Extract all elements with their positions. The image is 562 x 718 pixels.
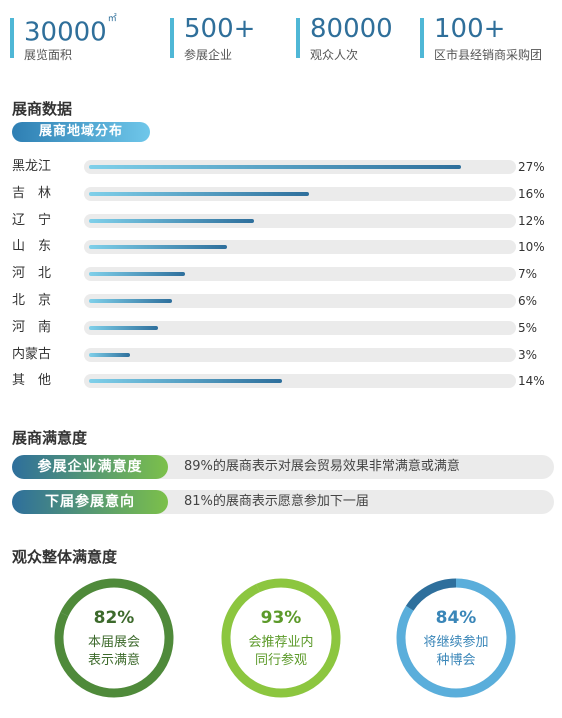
region-name: 山 东 [12, 239, 52, 255]
region-row: 河 南 5% [12, 319, 552, 337]
ring-percent: 82% [93, 608, 135, 628]
region-row: 山 东 10% [12, 238, 552, 256]
region-fill-bar [89, 272, 185, 277]
region-percent: 7% [518, 267, 538, 282]
region-row: 辽 宁 12% [12, 212, 552, 230]
exhibitor-data-title: 展商数据 [12, 100, 73, 118]
stat-divider [10, 18, 14, 58]
region-name: 黑龙江 [12, 159, 52, 174]
stat-label: 参展企业 [184, 48, 233, 62]
region-track [84, 347, 516, 362]
region-percent: 6% [518, 294, 538, 308]
stat-divider [420, 18, 424, 58]
sat-label: 下届参展意向 [12, 490, 168, 514]
ring-progress [54, 578, 174, 698]
region-percent: 16% [518, 186, 545, 201]
region-name: 河 北 [12, 266, 52, 282]
region-row: 黑龙江 27% [12, 158, 552, 176]
region-percent: 10% [518, 240, 545, 255]
stat-value: 80000 [310, 14, 393, 44]
region-track [84, 186, 516, 201]
stat-value: 500+ [184, 14, 256, 44]
satisfaction-title: 展商满意度 [12, 429, 88, 447]
region-row: 内蒙古 3% [12, 346, 552, 364]
region-fill-bar [89, 218, 254, 223]
stat-value: 100+ [434, 14, 506, 44]
region-percent: 3% [518, 347, 538, 362]
region-track [84, 267, 516, 282]
ring-chart [221, 578, 341, 698]
region-name: 辽 宁 [12, 212, 52, 228]
region-row: 河 北 7% [12, 265, 552, 283]
sat-row-enterprise: 参展企业满意度 89%的展商表示对展会贸易效果非常满意或满意 [12, 455, 554, 479]
region-fill-bar [89, 299, 172, 303]
ring-percent: 93% [260, 608, 302, 628]
region-row: 北 京 6% [12, 292, 552, 310]
ring-caption: 本届展会 表示满意 [87, 635, 140, 668]
region-percent: 12% [518, 213, 545, 228]
region-track [84, 160, 516, 174]
region-fill-bar [89, 379, 282, 384]
region-name: 吉 林 [12, 185, 52, 201]
stat-label: 区市县经销商采购团 [434, 48, 543, 62]
region-distribution-tag: 展商地域分布 [12, 122, 150, 142]
ring-chart [54, 578, 174, 698]
sat-description: 81%的展商表示愿意参加下一届 [184, 494, 369, 509]
stats-bar: 30000㎡ 展览面积 500+ 参展企业 80000 观众人次 100+ 区市… [0, 14, 562, 64]
ring-progress [221, 578, 341, 698]
sat-row-next-intent: 下届参展意向 81%的展商表示愿意参加下一届 [12, 490, 554, 514]
stat-label: 展览面积 [24, 48, 73, 62]
audience-title: 观众整体满意度 [12, 548, 118, 566]
region-fill-bar [89, 165, 461, 169]
sat-track [132, 490, 554, 514]
region-name: 北 京 [12, 293, 52, 308]
sat-description: 89%的展商表示对展会贸易效果非常满意或满意 [184, 459, 460, 474]
region-fill-bar [89, 245, 227, 250]
sat-label: 参展企业满意度 [12, 455, 168, 479]
region-row: 其 他 14% [12, 372, 552, 390]
region-track [84, 240, 516, 255]
ring-caption: 将继续参加 种博会 [423, 635, 489, 668]
region-percent: 27% [518, 160, 545, 174]
stat-label: 观众人次 [310, 48, 359, 62]
region-percent: 5% [518, 320, 538, 335]
region-track [84, 374, 516, 389]
region-fill-bar [89, 352, 130, 357]
ring-percent: 84% [435, 608, 477, 628]
stat-divider [170, 18, 174, 58]
region-track [84, 213, 516, 228]
region-name: 内蒙古 [12, 346, 52, 362]
audience-circle-recommend: 93% 会推荐业内 同行参观 [219, 576, 343, 700]
audience-circle-satisfied: 82% 本届展会 表示满意 [52, 576, 176, 700]
region-percent: 14% [518, 374, 545, 389]
ring-caption: 会推荐业内 同行参观 [248, 635, 314, 668]
region-row: 吉 林 16% [12, 185, 552, 203]
region-name: 其 他 [12, 373, 52, 389]
stat-divider [296, 18, 300, 58]
sat-track [132, 455, 554, 479]
ring-progress [396, 578, 516, 698]
region-track [84, 294, 516, 308]
region-track [84, 320, 516, 335]
region-fill-bar [89, 325, 158, 330]
region-name: 河 南 [12, 319, 52, 335]
region-fill-bar [89, 191, 309, 196]
ring-chart [396, 578, 516, 698]
audience-circle-return: 84% 将继续参加 种博会 [394, 576, 518, 700]
stat-value: 30000㎡ [24, 14, 117, 48]
